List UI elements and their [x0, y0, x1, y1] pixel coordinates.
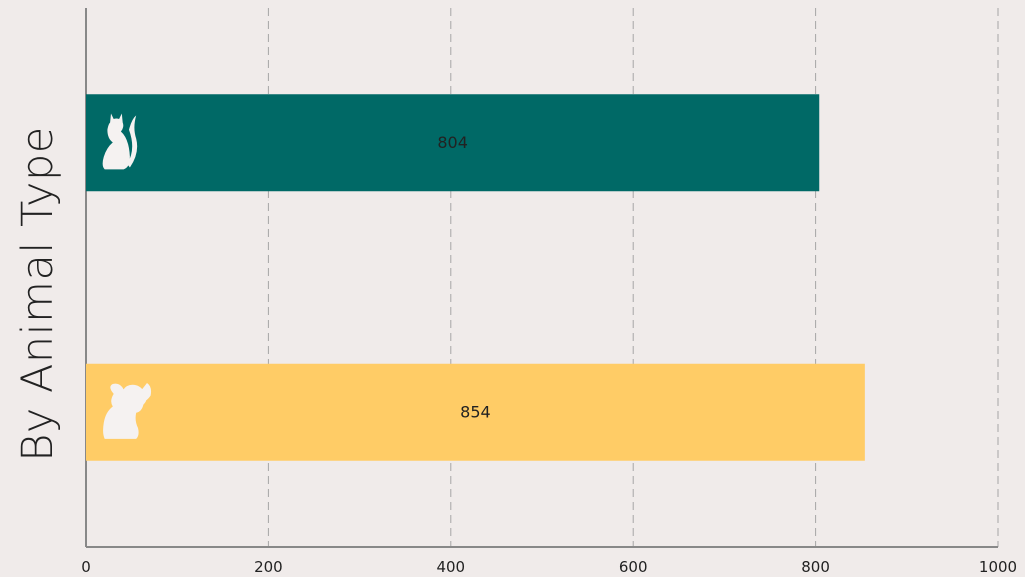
dog-icon	[103, 383, 152, 439]
cat-icon	[102, 113, 138, 170]
bar-value-label: 854	[460, 402, 491, 421]
x-tick-label: 1000	[979, 558, 1017, 576]
bar-cat	[86, 94, 820, 192]
x-tick-label: 800	[801, 558, 830, 576]
x-tick-label: 600	[619, 558, 648, 576]
x-tick-label: 400	[436, 558, 465, 576]
x-tick-label: 200	[254, 558, 283, 576]
x-tick-label: 0	[81, 558, 91, 576]
bar-value-label: 804	[437, 133, 468, 152]
bar-dog	[86, 363, 865, 461]
